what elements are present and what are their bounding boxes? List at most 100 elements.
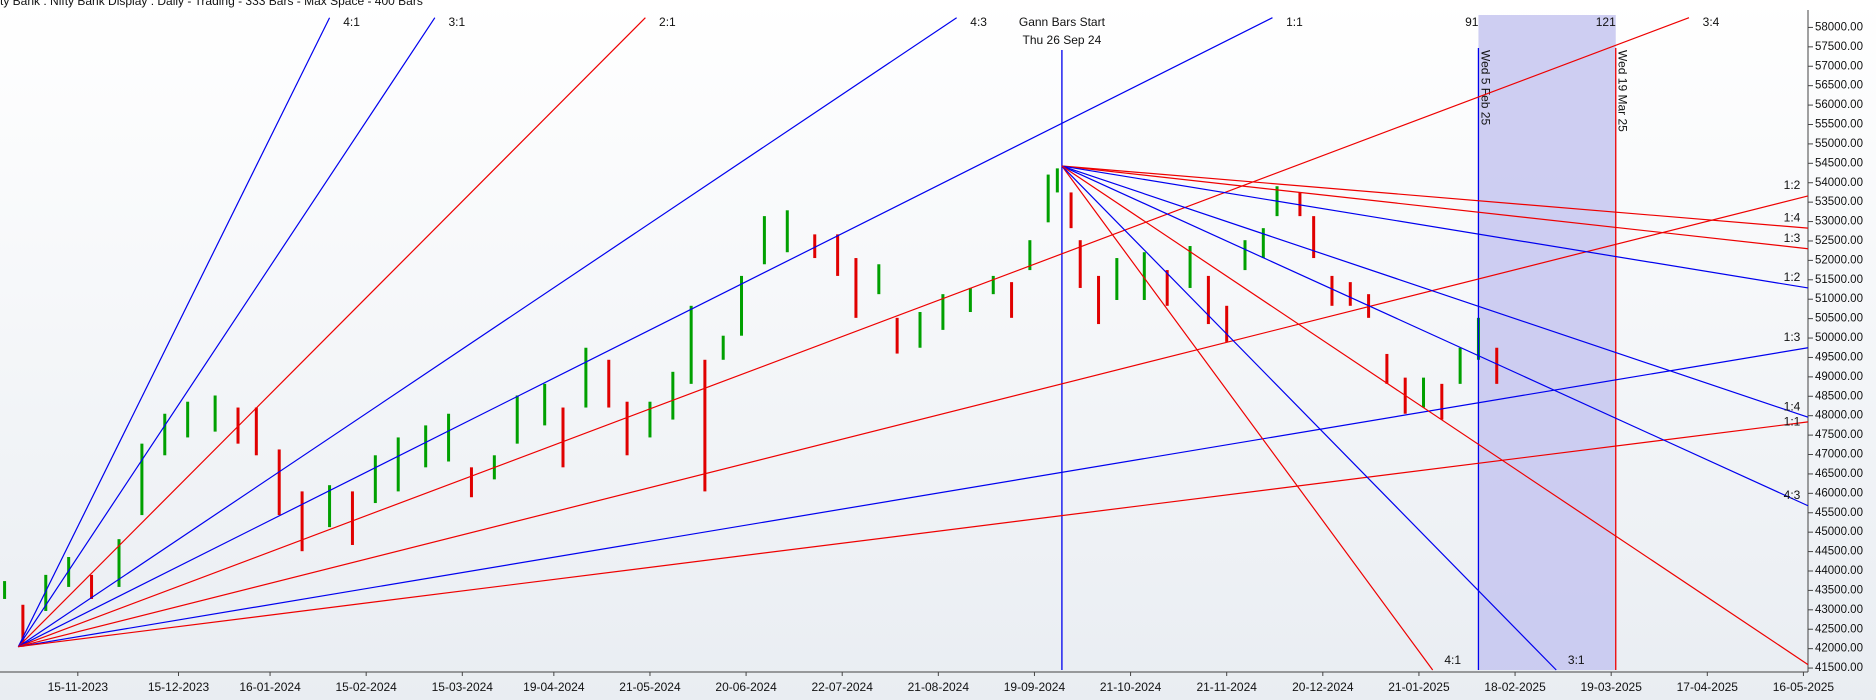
y-tick-label: 54500.00 [1815,157,1863,169]
y-tick-label: 57500.00 [1815,41,1863,53]
x-tick-label: 16-01-2024 [239,680,301,694]
gann-line [1061,165,1557,671]
gann-line [17,17,331,647]
y-tick-label: 46000.00 [1815,487,1863,499]
price-bar [1298,192,1302,217]
price-bar [625,401,629,456]
price-bar [1458,347,1462,384]
price-bar [813,234,817,259]
gann-line [18,347,1809,648]
gann-label: 4:3 [1784,488,1801,502]
price-bar [1188,246,1192,288]
price-bar [854,258,858,318]
gann-label: 1:1 [1286,15,1303,29]
y-tick-label: 57000.00 [1815,60,1863,72]
y-tick-label: 53000.00 [1815,216,1863,228]
price-bar [648,401,652,438]
gann-label: 3:4 [1703,15,1720,29]
x-tick-label: 17-04-2025 [1677,680,1739,694]
price-bar [1115,258,1119,300]
price-bar [740,275,744,336]
x-tick-label: 19-04-2024 [523,680,585,694]
gann-label: 1:3 [1784,330,1801,344]
y-tick-label: 41500.00 [1815,662,1863,674]
y-tick-label: 43000.00 [1815,604,1863,616]
price-bar [703,359,707,492]
price-bar [1385,353,1389,384]
gann-line [1061,165,1809,507]
price-bar [1348,282,1352,306]
price-bar [1097,275,1101,325]
x-tick-label: 21-01-2025 [1388,680,1450,694]
y-tick-label: 54000.00 [1815,177,1863,189]
gann-line [18,17,1273,648]
price-bar [762,216,766,265]
price-bar [328,485,332,528]
y-tick-label: 45500.00 [1815,507,1863,519]
x-tick-label: 21-05-2024 [619,680,681,694]
x-tick-label: 15-11-2023 [48,680,109,694]
y-tick-label: 49000.00 [1815,371,1863,383]
x-tick-label: 21-10-2024 [1100,680,1162,694]
x-tick-label: 15-12-2023 [148,680,210,694]
price-bar [1010,282,1014,318]
y-tick-label: 44500.00 [1815,546,1863,558]
y-tick-label: 47000.00 [1815,449,1863,461]
y-tick-label: 42000.00 [1815,643,1863,655]
y-tick-label: 51500.00 [1815,274,1863,286]
y-tick-label: 53500.00 [1815,196,1863,208]
y-tick-label: 45000.00 [1815,526,1863,538]
price-bar [300,491,304,552]
price-bar [941,294,945,330]
y-tick-label: 50500.00 [1815,313,1863,325]
price-bar [1243,240,1247,271]
price-bar [1046,174,1050,223]
y-tick-label: 47500.00 [1815,429,1863,441]
price-bar [836,234,840,276]
gann-line [17,17,436,648]
gann-line [18,421,1809,648]
x-tick-label: 20-06-2024 [715,680,777,694]
y-tick-label: 56000.00 [1815,99,1863,111]
price-bar [254,407,258,456]
marker-count: 121 [1596,15,1616,29]
chart-title: ifty Bank : Nifty Bank Display : Daily -… [0,0,423,8]
price-bar [277,449,281,516]
gann-label: 4:3 [970,15,987,29]
price-bar [1078,240,1082,288]
y-tick-label: 43500.00 [1815,584,1863,596]
y-tick-label: 55000.00 [1815,138,1863,150]
y-tick-label: 48000.00 [1815,410,1863,422]
price-bar [424,425,428,468]
price-bar [117,539,121,587]
y-tick-label: 56500.00 [1815,80,1863,92]
price-bar [1206,275,1210,325]
price-bar [671,371,675,420]
y-tick-label: 55500.00 [1815,119,1863,131]
gann-line [1061,165,1809,229]
gann-line [1061,165,1434,671]
x-tick-label: 19-09-2024 [1004,680,1066,694]
gann-label: 1:4 [1784,210,1801,224]
price-bar [1261,228,1265,259]
y-tick-label: 42500.00 [1815,623,1863,635]
gann-label: 1:1 [1784,414,1801,428]
x-tick-label: 18-02-2025 [1484,680,1546,694]
price-bar [1440,383,1444,420]
gann-line [18,17,1690,648]
price-bar [44,574,48,611]
price-bar [213,395,217,432]
gann-label: 1:2 [1784,270,1801,284]
price-bar [1165,270,1169,306]
price-bar [968,287,972,313]
y-tick-label: 58000.00 [1815,21,1863,33]
price-bar [90,574,94,599]
y-tick-label: 50000.00 [1815,332,1863,344]
gann-label: 3:1 [448,15,465,29]
price-bar [1055,168,1059,193]
y-tick-label: 48500.00 [1815,390,1863,402]
price-bar [515,395,519,444]
price-bar [1142,252,1146,300]
price-bar [350,491,354,545]
